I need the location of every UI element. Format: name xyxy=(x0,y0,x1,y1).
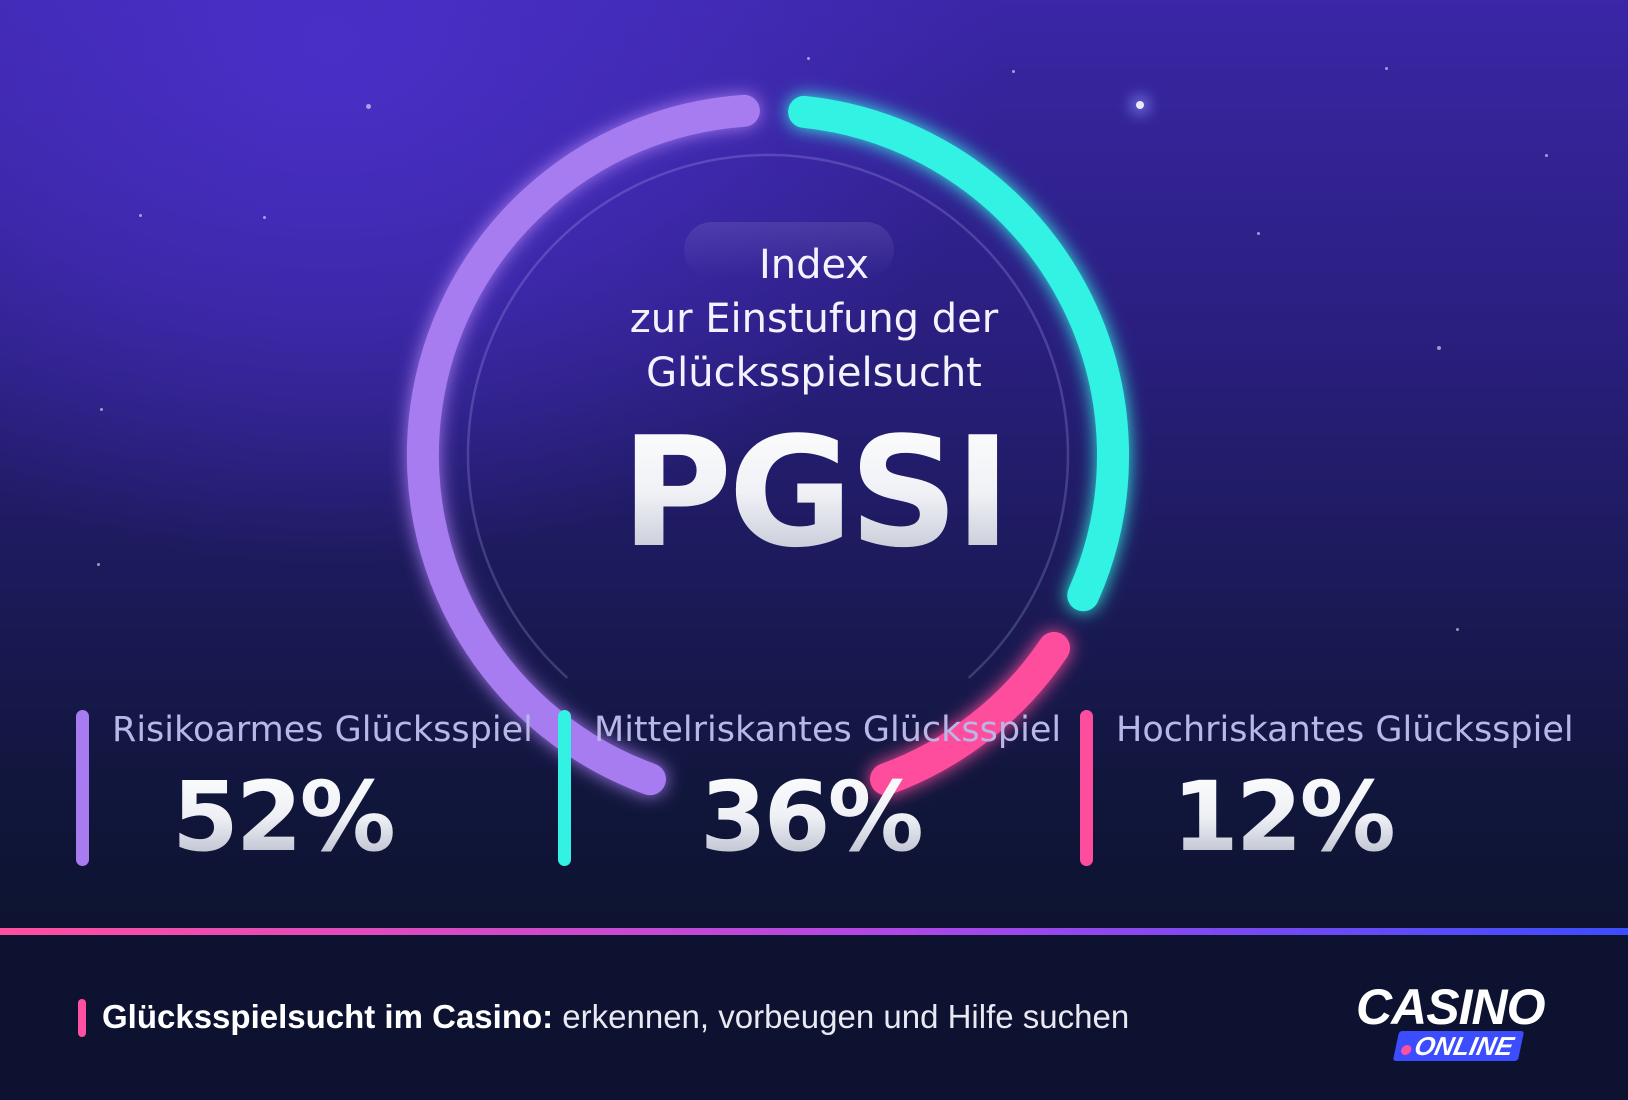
star xyxy=(1437,346,1441,350)
chart-subtitle: Index zur Einstufung der Glücksspielsuch… xyxy=(514,238,1114,400)
star xyxy=(807,57,810,60)
legend-color-bar xyxy=(558,710,571,866)
data-label-value: 52% xyxy=(172,761,396,873)
star xyxy=(1385,67,1388,70)
star xyxy=(1456,628,1459,631)
gauge-arcs xyxy=(406,94,1129,796)
star xyxy=(1545,154,1548,157)
chart-title: PGSI xyxy=(514,408,1114,578)
gradient-divider xyxy=(0,928,1628,935)
gauge-inner-ring xyxy=(466,153,1070,679)
star xyxy=(1012,70,1015,73)
subtitle-highlight xyxy=(684,222,894,278)
star xyxy=(263,216,266,219)
footer-accent-bar xyxy=(78,999,86,1037)
logo-sub-text: ONLINE xyxy=(1411,1031,1517,1061)
footer-headline: Glücksspielsucht im Casino: erkennen, vo… xyxy=(102,995,1129,1039)
legend-label: Hochriskantes Glücksspiel xyxy=(1116,710,1574,750)
logo-wordmark: CASINO xyxy=(1356,979,1545,1035)
gauge-chart xyxy=(406,94,1129,796)
subtitle-line-2: zur Einstufung der xyxy=(629,296,999,342)
infographic-panel: Index zur Einstufung der Glücksspielsuch… xyxy=(0,0,1628,930)
footer-headline-bold: Glücksspielsucht im Casino: xyxy=(102,998,554,1035)
star xyxy=(1136,101,1144,109)
star xyxy=(1257,232,1260,235)
gauge-segment-1 xyxy=(406,94,760,796)
star xyxy=(139,214,142,217)
gauge-segment-2 xyxy=(788,95,1129,612)
data-label-value: 12% xyxy=(1172,761,1396,873)
gauge-segment-3 xyxy=(870,631,1070,796)
subtitle-line-1: Index xyxy=(758,242,870,288)
casino-online-logo[interactable]: CASINO ONLINE xyxy=(1352,979,1562,1061)
star xyxy=(100,408,103,411)
legend-label: Risikoarmes Glücksspiel xyxy=(112,710,533,750)
star xyxy=(366,104,371,109)
logo-dot-icon xyxy=(1400,1045,1413,1055)
legend-label: Mittelriskantes Glücksspiel xyxy=(594,710,1062,750)
footer: Glücksspielsucht im Casino: erkennen, vo… xyxy=(0,935,1628,1100)
legend-color-bar xyxy=(1080,710,1093,866)
logo-sub-badge: ONLINE xyxy=(1392,1031,1525,1061)
legend-color-bar xyxy=(76,710,89,866)
subtitle-line-3: Glücksspielsucht xyxy=(646,350,982,396)
star xyxy=(97,563,100,566)
data-label-value: 36% xyxy=(700,761,924,873)
footer-headline-rest: erkennen, vorbeugen und Hilfe suchen xyxy=(553,998,1130,1035)
